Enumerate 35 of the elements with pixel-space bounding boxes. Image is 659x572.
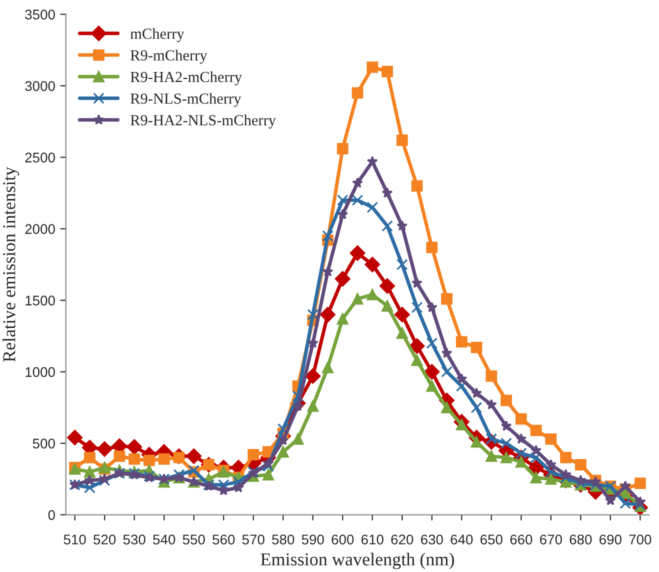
- legend-label: R9-HA2-mCherry: [130, 71, 242, 86]
- y-tick-label: 500: [32, 438, 55, 448]
- legend-label: R9-HA2-NLS-mCherry: [130, 114, 276, 129]
- y-axis-title: Relative emission intensity: [2, 166, 20, 362]
- x-tick-label: 540: [153, 534, 176, 544]
- x-tick-label: 580: [272, 534, 294, 544]
- x-tick-label: 510: [64, 534, 86, 544]
- x-tick-label: 660: [510, 534, 532, 544]
- x-tick-label: 590: [302, 534, 324, 544]
- legend-label: mCherry: [130, 28, 184, 42]
- legend-label: R9-mCherry: [130, 50, 208, 64]
- x-tick-label: 680: [570, 534, 592, 544]
- x-tick-label: 570: [242, 534, 264, 544]
- x-tick-label: 550: [182, 534, 205, 544]
- legend-label: R9-NLS-mCherry: [130, 93, 242, 107]
- x-tick-label: 640: [450, 534, 473, 544]
- x-tick-label: 600: [332, 534, 354, 544]
- x-tick-label: 560: [212, 534, 235, 544]
- y-tick-label: 1500: [26, 296, 55, 306]
- x-axis-title: Emission wavelength (nm): [260, 552, 454, 570]
- y-tick-label: 3000: [25, 81, 55, 91]
- y-tick-label: 2000: [25, 224, 55, 234]
- x-tick-label: 670: [540, 534, 562, 544]
- x-tick-label: 610: [362, 534, 384, 544]
- x-tick-label: 700: [629, 534, 652, 544]
- x-tick-label: 650: [480, 534, 502, 544]
- x-tick-label: 520: [94, 534, 116, 544]
- y-tick-label: 0: [48, 510, 55, 520]
- y-tick-label: 2500: [25, 152, 55, 162]
- x-tick-label: 690: [600, 534, 622, 544]
- x-tick-label: 620: [391, 534, 414, 544]
- y-tick-label: 1000: [26, 367, 55, 377]
- x-tick-label: 530: [123, 534, 146, 544]
- y-tick-label: 3500: [25, 10, 55, 20]
- x-tick-label: 630: [421, 534, 443, 544]
